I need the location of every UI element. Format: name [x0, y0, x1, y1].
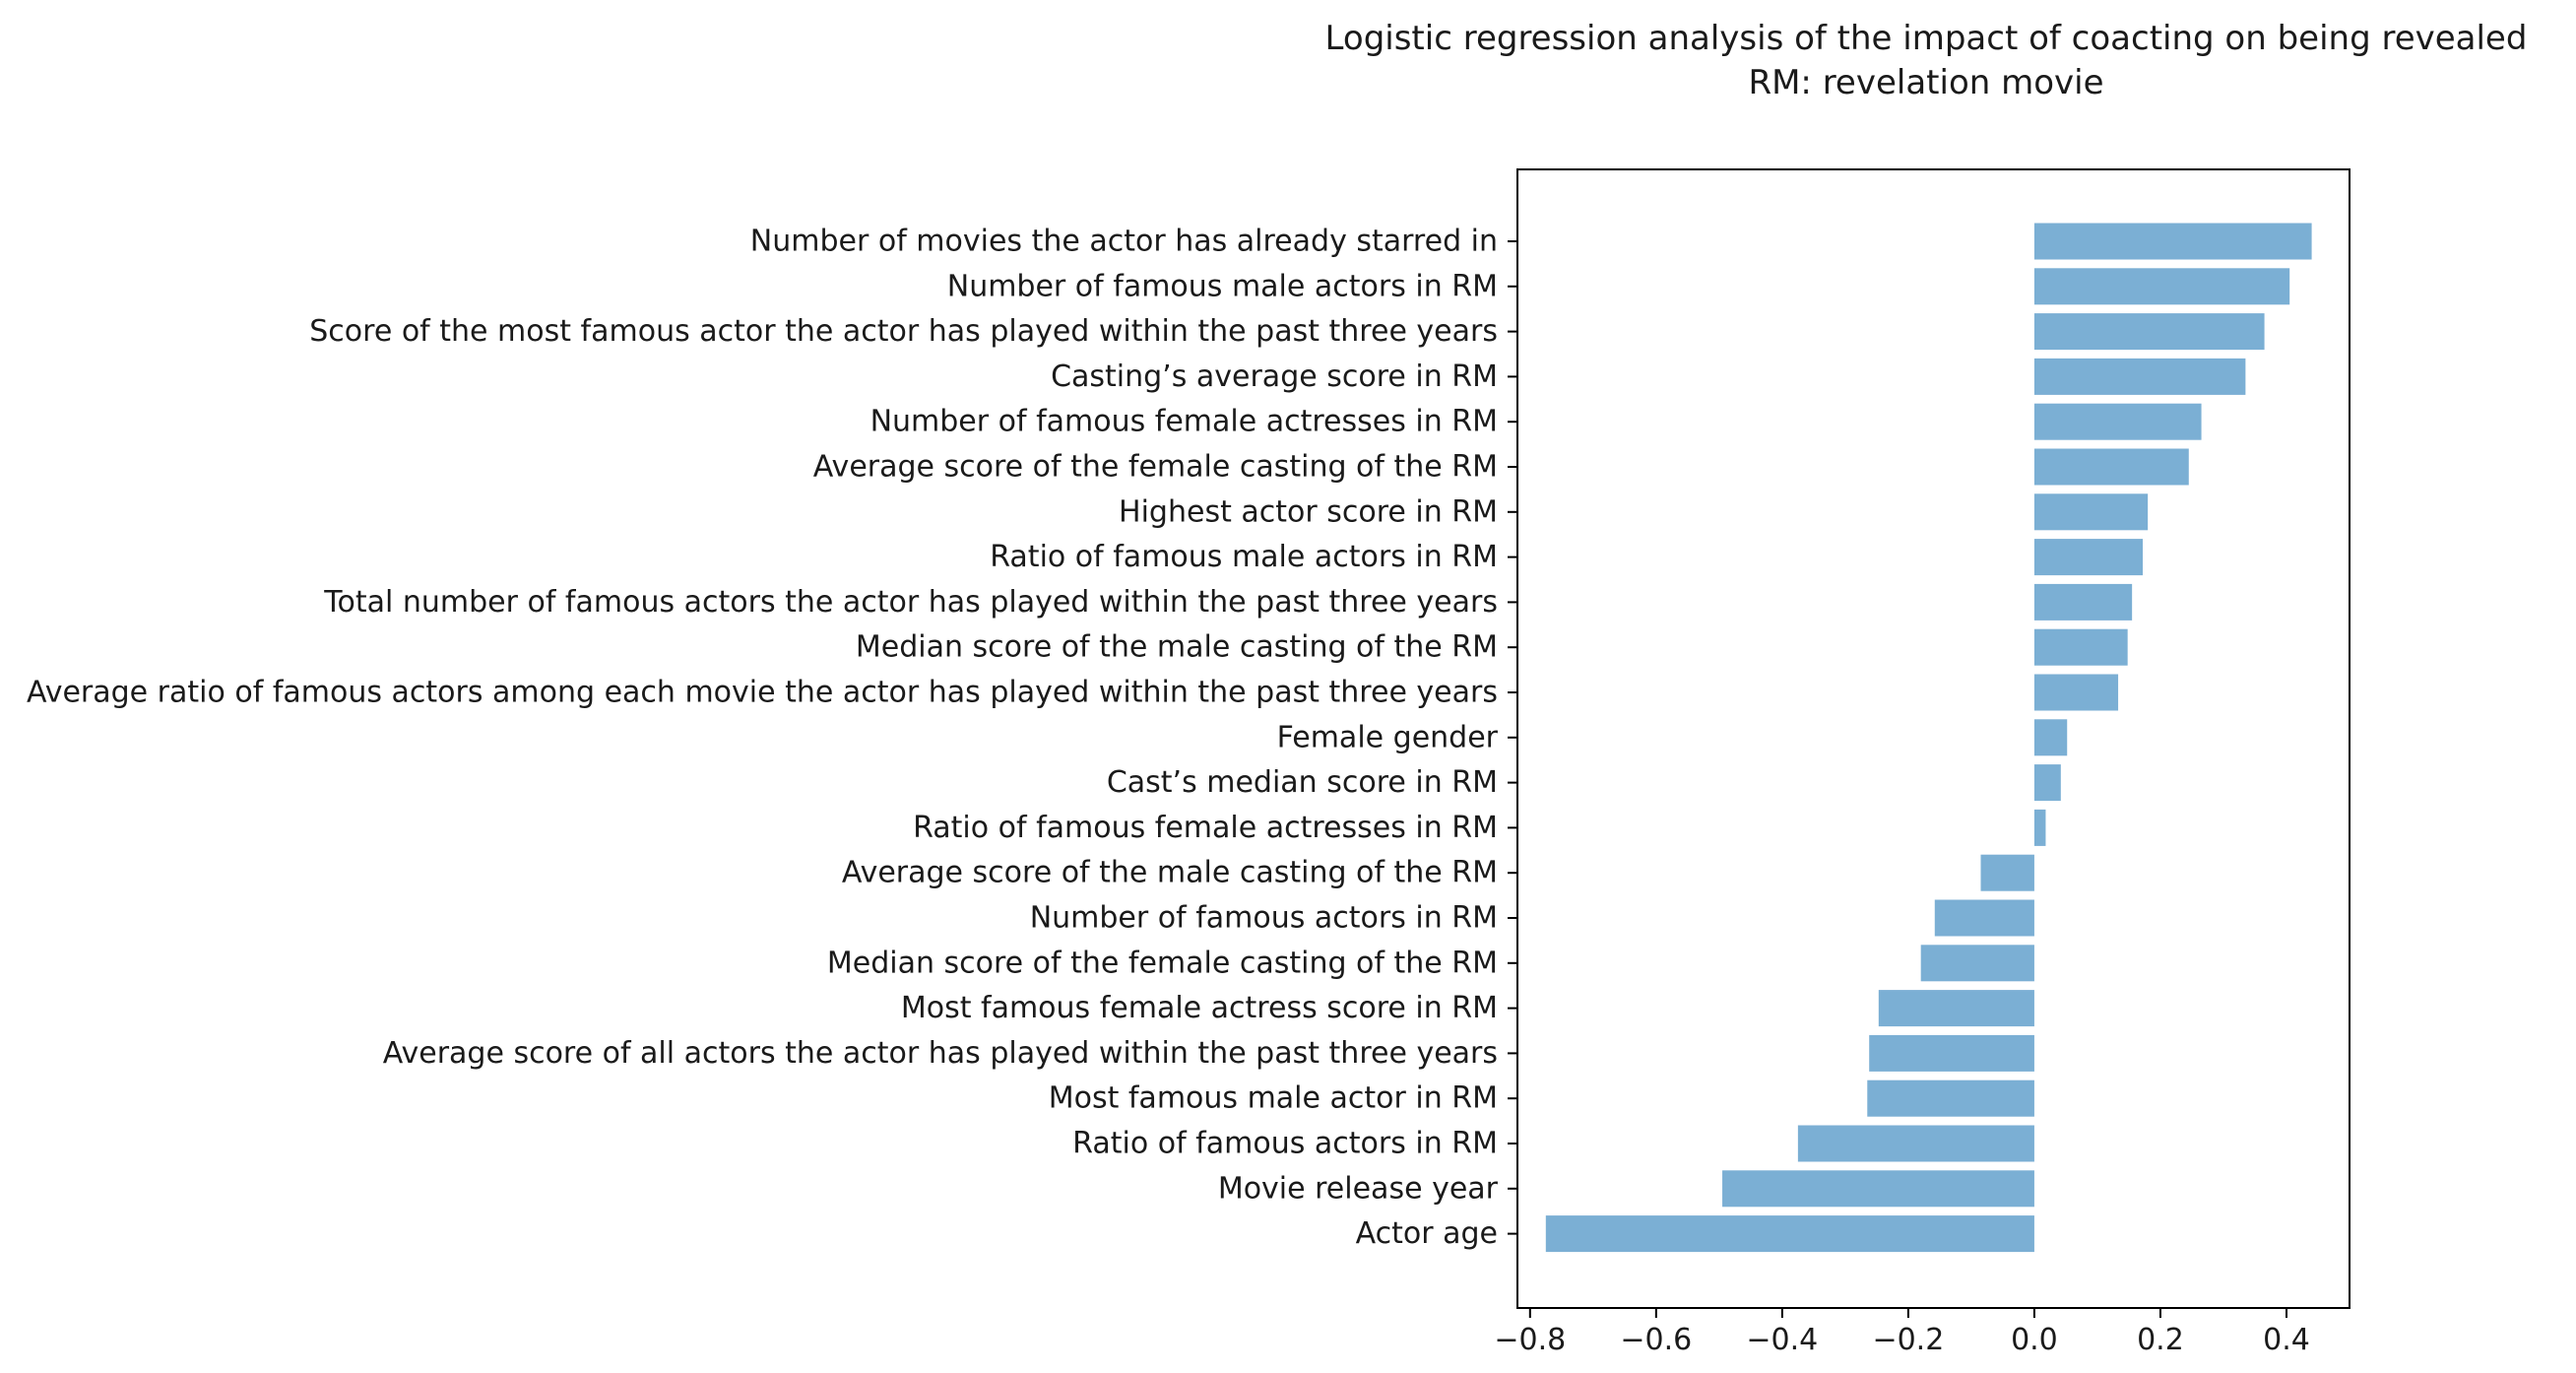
bar	[2033, 719, 2068, 756]
category-label: Ratio of famous male actors in RM	[990, 540, 1498, 574]
bar	[2033, 764, 2061, 802]
category-label: Most famous female actress score in RM	[901, 991, 1498, 1025]
bar	[1878, 990, 2034, 1027]
x-tick-label: 0.2	[2137, 1323, 2184, 1357]
bar	[2033, 403, 2202, 440]
bars-group	[1545, 223, 2312, 1253]
category-label: Score of the most famous actor the actor…	[309, 314, 1498, 349]
bar	[2033, 448, 2189, 486]
bar	[2033, 809, 2046, 846]
category-labels-group: Number of movies the actor has already s…	[27, 225, 1517, 1251]
category-label: Ratio of famous actors in RM	[1072, 1127, 1498, 1161]
bar	[2033, 493, 2149, 531]
bar	[2033, 268, 2290, 305]
category-label: Number of movies the actor has already s…	[750, 225, 1498, 259]
bar	[1920, 945, 2034, 982]
category-label: Cast’s median score in RM	[1107, 765, 1498, 800]
x-axis-ticks-group: −0.8 −0.6 −0.4 −0.2 0.0 0.2 0.4	[1494, 1308, 2310, 1357]
category-label: Actor age	[1356, 1216, 1498, 1251]
category-label: Average score of the female casting of t…	[813, 450, 1498, 485]
bar	[1797, 1125, 2034, 1162]
category-label: Average ratio of famous actors among eac…	[27, 676, 1498, 710]
category-label: Number of famous male actors in RM	[947, 269, 1498, 303]
bar	[1722, 1170, 2034, 1208]
category-label: Number of famous female actresses in RM	[870, 405, 1498, 439]
plot-frame	[1516, 168, 2351, 1309]
bar	[1867, 1079, 2034, 1117]
category-label: Average score of all actors the actor ha…	[383, 1036, 1498, 1071]
bar	[2033, 358, 2246, 395]
category-label: Average score of the male casting of the…	[842, 856, 1498, 890]
bar	[1980, 854, 2034, 891]
bar	[1545, 1215, 2034, 1253]
bar	[2033, 583, 2133, 621]
category-label: Ratio of famous female actresses in RM	[913, 811, 1498, 845]
x-tick-label: −0.8	[1494, 1323, 1566, 1357]
category-label: Median score of the female casting of th…	[827, 946, 1498, 980]
bar	[2033, 313, 2265, 351]
bar	[2033, 223, 2312, 260]
x-tick-label: 0.4	[2263, 1323, 2310, 1357]
chart-title: Logistic regression analysis of the impa…	[1325, 19, 2528, 58]
category-label: Number of famous actors in RM	[1030, 901, 1498, 936]
category-label: Female gender	[1277, 720, 1499, 754]
bar	[1869, 1034, 2034, 1072]
category-label: Total number of famous actors the actor …	[323, 585, 1498, 620]
bar	[1934, 899, 2034, 937]
bar	[2033, 674, 2119, 711]
x-tick-label: 0.0	[2011, 1323, 2058, 1357]
chart-subtitle: RM: revelation movie	[1748, 63, 2103, 102]
category-label: Median score of the male casting of the …	[856, 630, 1498, 665]
bar	[2033, 628, 2128, 666]
category-label: Highest actor score in RM	[1119, 494, 1498, 529]
bar	[2033, 539, 2144, 576]
category-label: Movie release year	[1218, 1171, 1499, 1206]
category-label: Most famous male actor in RM	[1049, 1081, 1498, 1116]
category-label: Casting’s average score in RM	[1051, 360, 1498, 394]
x-tick-label: −0.4	[1746, 1323, 1818, 1357]
x-tick-label: −0.6	[1620, 1323, 1692, 1357]
x-tick-label: −0.2	[1872, 1323, 1944, 1357]
